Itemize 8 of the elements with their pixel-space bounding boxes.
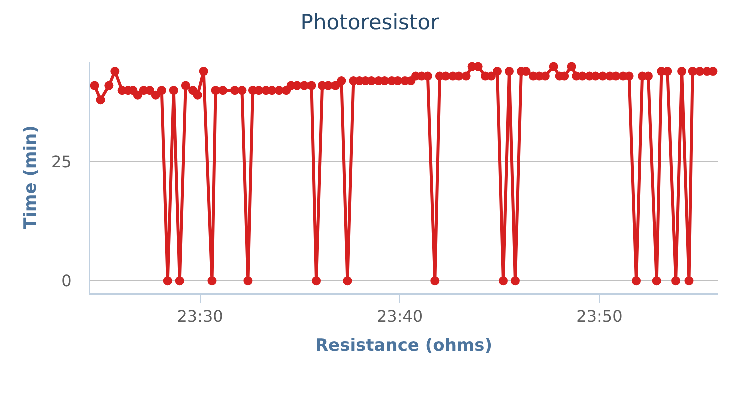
x-tick-label: 23:50: [576, 307, 623, 326]
y-axis-title: Time (min): [20, 126, 41, 230]
y-tick-label: 25: [51, 152, 72, 172]
x-tick-label: 23:40: [376, 307, 424, 326]
y-tick-label: 0: [62, 272, 72, 291]
x-axis-title: Resistance (ohms): [315, 336, 493, 356]
x-tick-label: 23:30: [177, 307, 224, 326]
chart-title: Photoresistor: [300, 10, 440, 35]
